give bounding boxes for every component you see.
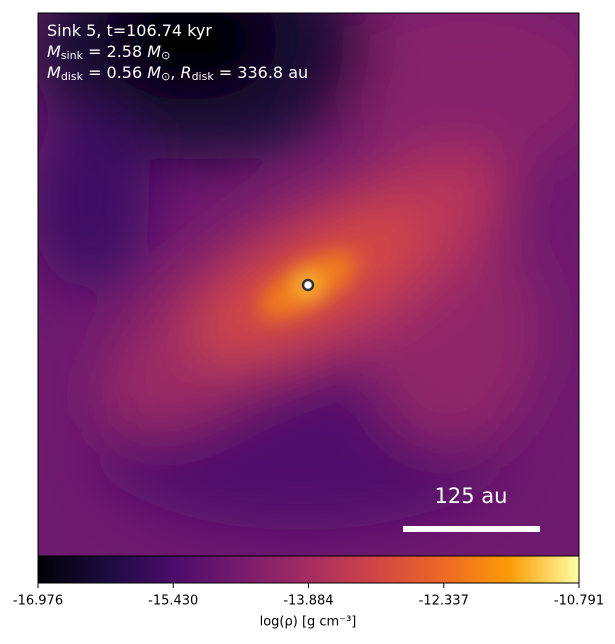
- text-segment: M: [147, 42, 161, 61]
- colorbar-tick-label: -15.430: [148, 594, 198, 609]
- subscript: disk: [61, 70, 84, 83]
- text-segment: M: [47, 63, 61, 82]
- subscript: ⊙: [161, 70, 170, 83]
- scale-bar-label: 125 au: [435, 484, 508, 508]
- colorbar-tick-label: -10.791: [554, 594, 604, 609]
- colorbar: [37, 555, 580, 584]
- text-segment: = 0.56: [83, 63, 147, 82]
- text-segment: = 2.58: [83, 42, 147, 61]
- annotation-line: Sink 5, t=106.74 kyr: [47, 21, 212, 40]
- colorbar-tick-label: -16.976: [13, 594, 63, 609]
- sink-marker: [301, 278, 315, 292]
- text-segment: M: [47, 42, 61, 61]
- colorbar-ticks: -16.976 -15.430 -13.884 -12.337 -10.791: [13, 583, 604, 609]
- subscript: ⊙: [161, 49, 170, 62]
- subscript: sink: [61, 49, 84, 62]
- annotation-line: Msink = 2.58 M⊙: [47, 42, 170, 63]
- text-segment: ,: [170, 63, 180, 82]
- text-segment: R: [180, 63, 191, 82]
- text-segment: M: [147, 63, 161, 82]
- annotation-line: Mdisk = 0.56 M⊙, Rdisk = 336.8 au: [47, 63, 308, 84]
- text-segment: = 336.8 au: [214, 63, 308, 82]
- subscript: disk: [192, 70, 215, 83]
- text-segment: Sink 5, t=106.74 kyr: [47, 21, 212, 40]
- colorbar-tick-label: -13.884: [283, 594, 333, 609]
- density-map: [38, 13, 579, 556]
- colorbar-label: log(ρ) [g cm⁻³]: [260, 615, 357, 630]
- colorbar-tick-label: -12.337: [419, 594, 469, 609]
